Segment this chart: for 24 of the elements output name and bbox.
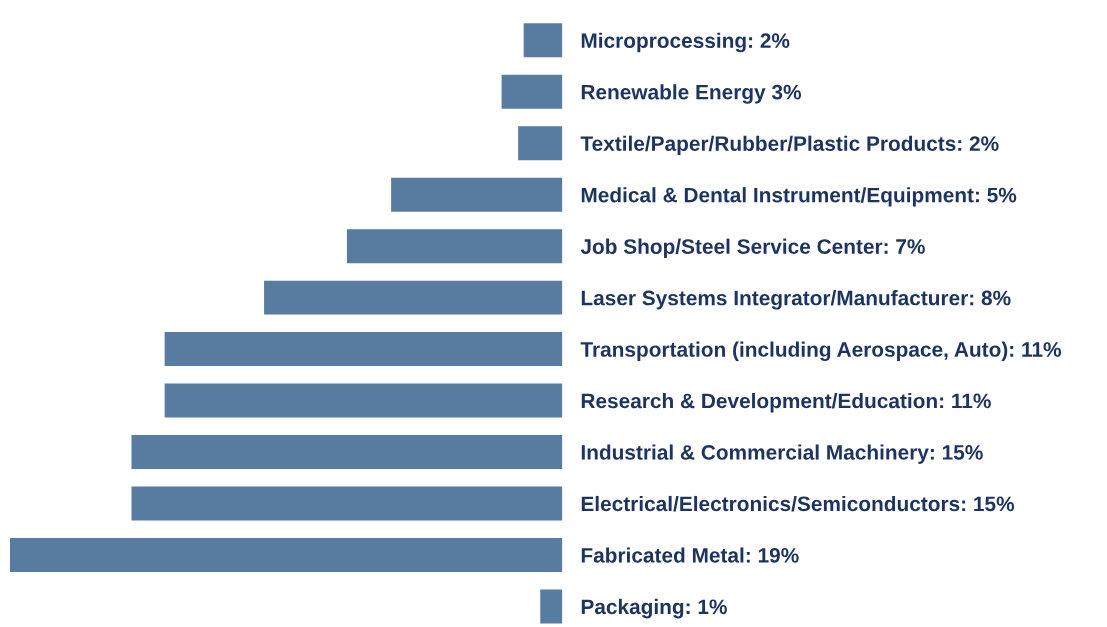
bar bbox=[523, 23, 563, 58]
y-tick-label: Fabricated Metal: 19% bbox=[581, 547, 799, 563]
bar bbox=[131, 435, 563, 469]
bar bbox=[391, 177, 563, 212]
y-tick-label: Industrial & Commercial Machinery: 15% bbox=[581, 444, 983, 464]
bar bbox=[9, 537, 563, 572]
bar bbox=[164, 383, 563, 418]
y-tick-label: Microprocessing: 2% bbox=[581, 32, 790, 53]
bar bbox=[540, 589, 563, 624]
bar bbox=[264, 280, 563, 315]
bar bbox=[518, 126, 563, 161]
y-tick-label: Packaging: 1% bbox=[581, 598, 727, 619]
y-tick-label: Job Shop/Steel Service Center: 7% bbox=[580, 238, 925, 259]
y-tick-label: Medical & Dental Instrument/Equipment: 5% bbox=[581, 187, 1017, 207]
y-tick-label: Laser Systems Integrator/Manufacturer: 8% bbox=[581, 290, 1011, 310]
bar bbox=[131, 486, 563, 521]
y-tick-label: Electrical/Electronics/Semiconductors: 15% bbox=[581, 495, 1015, 512]
bar bbox=[346, 229, 563, 264]
y-tick-label: Renewable Energy 3% bbox=[581, 84, 802, 104]
y-tick-label: Research & Development/Education: 11% bbox=[581, 393, 991, 413]
y-tick-label: Textile/Paper/Rubber/Plastic Products: 2% bbox=[580, 135, 999, 156]
bar bbox=[164, 332, 563, 367]
bar bbox=[501, 74, 563, 109]
y-tick-label: Transportation (including Aerospace, Auto): 11% bbox=[580, 341, 1061, 362]
